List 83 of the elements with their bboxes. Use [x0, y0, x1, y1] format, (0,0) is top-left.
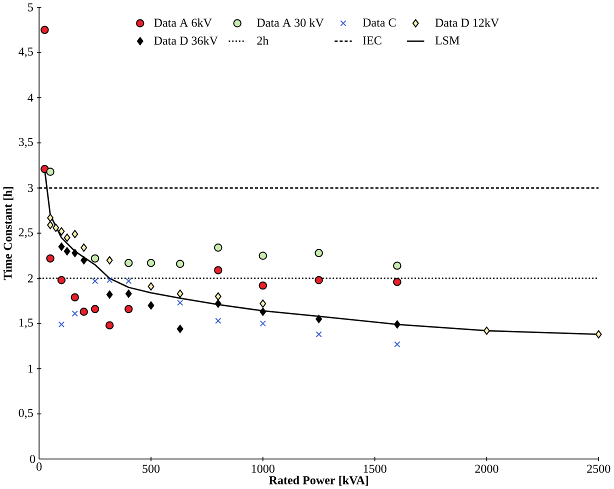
point — [214, 266, 222, 274]
point — [393, 261, 402, 270]
point — [90, 254, 100, 263]
point — [258, 281, 268, 290]
point — [260, 299, 266, 308]
legend-label: IEC — [362, 36, 382, 44]
point — [47, 220, 54, 230]
point — [106, 256, 113, 264]
point — [124, 258, 133, 268]
point — [316, 331, 322, 338]
point — [72, 310, 78, 317]
point — [80, 243, 88, 252]
x-tick-label: 500 — [142, 464, 160, 473]
y-tick-label: 1,5 — [19, 318, 33, 328]
point — [64, 233, 70, 242]
y-tick-label: 0 — [30, 454, 36, 463]
point — [176, 290, 184, 298]
point — [214, 299, 222, 308]
legend-label: Data D 36kV — [154, 36, 218, 45]
point — [393, 278, 402, 286]
point — [176, 324, 184, 333]
point — [58, 321, 65, 328]
x-tick-label: 1500 — [364, 464, 386, 473]
point — [90, 304, 100, 314]
point — [260, 308, 266, 316]
point — [52, 224, 60, 232]
point — [314, 248, 323, 258]
point — [124, 304, 133, 314]
point — [126, 278, 132, 284]
y-axis-title: Time Constant [h] — [3, 186, 14, 280]
x-axis-title: Rated Power [kVA] — [268, 476, 368, 486]
x-tick-label: 2500 — [587, 464, 610, 473]
point — [394, 320, 400, 328]
point — [148, 282, 154, 291]
point — [394, 341, 400, 348]
point — [214, 292, 222, 300]
point — [215, 318, 222, 324]
point — [40, 26, 49, 34]
point — [105, 321, 114, 330]
point — [176, 260, 184, 268]
legend-label: Data A 6kV — [154, 18, 212, 27]
y-tick-label: 5 — [28, 3, 33, 12]
y-tick-label: 4,5 — [18, 48, 33, 58]
point — [47, 214, 54, 222]
point — [316, 314, 322, 324]
point — [80, 308, 88, 316]
point — [46, 254, 54, 263]
point — [106, 277, 113, 284]
legend-label: Data A 30 kV — [256, 18, 324, 27]
point — [72, 248, 78, 258]
point — [72, 230, 78, 238]
y-tick-label: 4 — [28, 94, 34, 102]
point — [177, 300, 184, 306]
legend-label: 2h — [257, 36, 269, 45]
y-tick-label: 3 — [28, 184, 33, 192]
y-tick-label: 1 — [28, 364, 33, 373]
point — [314, 276, 323, 284]
point — [106, 290, 113, 299]
y-tick-label: 2 — [28, 274, 33, 282]
y-tick-label: 2,5 — [18, 228, 33, 238]
point — [58, 227, 65, 236]
point — [57, 276, 66, 284]
point — [92, 278, 98, 284]
point — [146, 258, 156, 268]
point — [58, 242, 65, 251]
point — [46, 168, 54, 176]
x-tick-label: 1000 — [252, 464, 274, 473]
point — [483, 326, 490, 335]
legend-label: Data D 12kV — [435, 18, 500, 27]
point — [260, 320, 266, 326]
point — [258, 252, 268, 260]
legend-label: Data C — [362, 18, 396, 27]
point — [214, 243, 222, 252]
point — [80, 256, 88, 264]
point — [148, 301, 154, 310]
point — [64, 247, 70, 256]
y-tick-label: 3,5 — [18, 138, 33, 148]
x-tick-label: 0 — [36, 462, 42, 471]
legend-label: LSM — [435, 36, 460, 44]
x-tick-label: 2000 — [475, 464, 498, 473]
point — [70, 293, 80, 302]
point — [125, 290, 132, 298]
y-tick-label: 0,5 — [18, 408, 33, 419]
